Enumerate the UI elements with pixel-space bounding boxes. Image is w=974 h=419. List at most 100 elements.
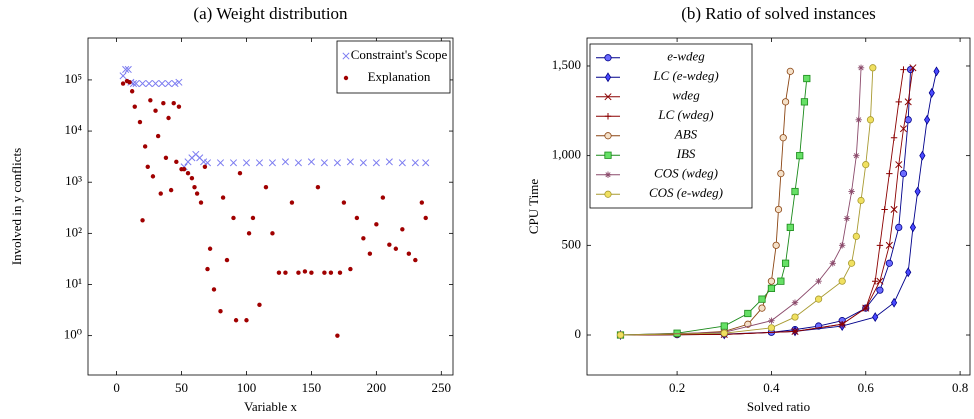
- y-tick-label: 1,000: [552, 147, 581, 162]
- y-axis-label: CPU Time: [526, 179, 541, 235]
- x-tick-label: 0: [113, 380, 120, 395]
- legend-marker: [604, 171, 612, 178]
- point: [838, 321, 846, 328]
- point: [158, 191, 163, 196]
- point: [899, 125, 908, 133]
- y-tick-label: 10⁵: [64, 71, 82, 86]
- x-tick-label: 0.2: [669, 380, 685, 395]
- point: [848, 259, 856, 267]
- legend-marker: [604, 54, 612, 62]
- point: [616, 331, 625, 339]
- point: [348, 266, 353, 272]
- point: [885, 241, 893, 249]
- y-tick-label: 1,500: [552, 57, 581, 72]
- point: [315, 184, 321, 190]
- point: [890, 205, 898, 214]
- point: [328, 270, 334, 275]
- point: [791, 187, 799, 196]
- y-tick-label: 10¹: [65, 275, 82, 290]
- legend-marker: [604, 190, 612, 198]
- point: [876, 242, 884, 249]
- point: [185, 170, 191, 176]
- point: [744, 309, 752, 318]
- point: [869, 64, 877, 72]
- point: [246, 231, 252, 236]
- point: [853, 152, 860, 159]
- point: [899, 169, 908, 178]
- point: [871, 278, 879, 285]
- point: [772, 241, 780, 249]
- point: [857, 196, 865, 205]
- point: [268, 159, 277, 167]
- point: [255, 159, 264, 167]
- point: [872, 312, 879, 323]
- point: [791, 313, 799, 321]
- point: [890, 134, 898, 141]
- legend-box: [589, 43, 753, 209]
- point: [803, 74, 811, 83]
- point: [171, 79, 179, 88]
- point: [838, 242, 846, 249]
- point: [380, 195, 386, 200]
- x-tick-label: 250: [432, 380, 452, 395]
- point: [848, 188, 855, 195]
- x-axis-label: Solved ratio: [747, 399, 810, 414]
- point: [791, 328, 799, 335]
- point: [720, 329, 728, 337]
- chart-title: (b) Ratio of solved instances: [681, 4, 876, 23]
- point: [145, 79, 153, 88]
- legend-marker: [604, 151, 612, 159]
- point: [800, 98, 809, 106]
- point: [387, 242, 392, 247]
- y-tick-label: 10⁴: [64, 122, 82, 137]
- point: [122, 65, 130, 74]
- point: [895, 161, 903, 169]
- point: [904, 98, 912, 106]
- legend-box: [336, 40, 451, 94]
- legend-marker: [604, 113, 612, 120]
- point: [909, 64, 917, 72]
- point: [120, 81, 126, 86]
- legend-label: IBS: [676, 146, 696, 161]
- point: [174, 159, 179, 165]
- legend-label: COS (e-wdeg): [649, 185, 723, 200]
- point: [142, 144, 148, 149]
- x-tick-label: 50: [175, 380, 188, 395]
- point: [777, 169, 785, 178]
- point: [909, 222, 916, 233]
- y-tick-label: 10⁰: [64, 327, 82, 342]
- point: [400, 227, 405, 232]
- point: [895, 223, 903, 231]
- point: [774, 205, 783, 214]
- point: [307, 158, 315, 166]
- point: [838, 277, 846, 285]
- point: [224, 257, 230, 263]
- point: [720, 322, 728, 330]
- point: [189, 175, 195, 181]
- point: [151, 79, 160, 88]
- point: [218, 309, 223, 314]
- point: [857, 64, 865, 71]
- point: [145, 164, 150, 170]
- point: [257, 302, 262, 308]
- point: [422, 159, 430, 167]
- point: [150, 174, 156, 179]
- x-tick-label: 150: [302, 380, 322, 395]
- point: [758, 304, 766, 312]
- y-tick-label: 10²: [65, 224, 82, 239]
- point: [296, 270, 301, 275]
- legend-marker: [343, 75, 349, 81]
- point: [876, 277, 884, 285]
- point: [886, 170, 893, 177]
- point: [168, 187, 174, 193]
- x-tick-label: 0.6: [858, 380, 875, 395]
- plot-frame: [87, 37, 454, 376]
- point: [413, 257, 418, 263]
- point: [127, 80, 132, 85]
- point: [781, 259, 790, 267]
- point: [333, 159, 341, 167]
- point: [843, 215, 851, 222]
- legend-label: wdeg: [672, 88, 700, 103]
- point: [320, 159, 328, 167]
- point: [289, 200, 295, 205]
